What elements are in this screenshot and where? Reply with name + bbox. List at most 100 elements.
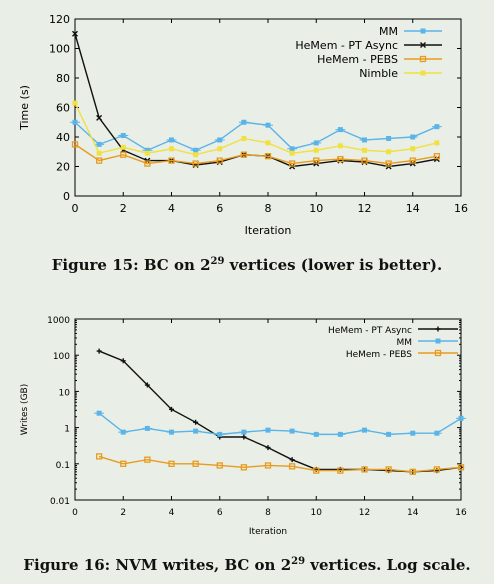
- data-point: [265, 140, 271, 146]
- series-line-3: [74, 102, 438, 156]
- data-point: [120, 144, 126, 150]
- data-point: [313, 147, 319, 153]
- y-tick-label: 120: [49, 13, 70, 26]
- data-point: [120, 151, 127, 158]
- x-axis-label: Iteration: [245, 224, 292, 237]
- data-point: [240, 464, 248, 471]
- data-point: [240, 151, 248, 158]
- data-point: [288, 160, 296, 167]
- x-tick-label: 10: [309, 202, 323, 215]
- data-point: [169, 146, 174, 152]
- x-tick-label: 8: [265, 202, 272, 215]
- figure-16-caption: Figure 16: NVM writes, BC on 229 vertice…: [23, 556, 471, 574]
- y-tick-label: 0.01: [50, 497, 70, 507]
- x-tick-label: 0: [72, 202, 79, 215]
- data-point: [361, 157, 368, 164]
- data-point: [337, 155, 344, 163]
- data-point: [95, 157, 103, 164]
- data-point: [120, 358, 126, 364]
- legend-label: MM: [396, 338, 412, 348]
- legend-marker: [420, 70, 426, 76]
- data-point: [193, 152, 199, 158]
- x-tick-label: 14: [407, 508, 419, 518]
- data-point: [168, 460, 175, 467]
- data-point: [265, 445, 271, 451]
- data-point: [216, 157, 223, 164]
- y-tick-label: 20: [56, 161, 70, 174]
- legend-marker: [419, 55, 427, 63]
- data-point: [289, 150, 295, 156]
- x-tick-label: 8: [265, 508, 271, 518]
- series-line-2: [98, 455, 462, 473]
- x-tick-label: 6: [216, 202, 223, 215]
- y-tick-label: 1000: [47, 316, 70, 326]
- data-point: [95, 453, 103, 460]
- data-point: [385, 466, 392, 473]
- data-point: [264, 462, 272, 469]
- data-point: [193, 419, 199, 425]
- legend-marker: [420, 42, 426, 48]
- plot-frame: [74, 18, 462, 197]
- x-tick-label: 12: [358, 202, 372, 215]
- y-tick-label: 0.1: [56, 461, 70, 471]
- legend-label: HeMem - PEBS: [317, 53, 398, 66]
- data-point: [361, 466, 368, 473]
- data-point: [216, 462, 223, 469]
- data-point: [144, 456, 151, 463]
- data-point: [120, 460, 127, 467]
- data-point: [313, 157, 320, 164]
- y-axis-label: Writes (GB): [20, 384, 30, 435]
- x-tick-label: 16: [455, 508, 467, 518]
- data-point: [362, 147, 367, 153]
- x-axis-label: Iteration: [249, 527, 287, 537]
- figure-15-caption: Figure 15: BC on 229 vertices (lower is …: [51, 256, 443, 274]
- legend-label: HeMem - PT Async: [295, 39, 398, 52]
- legend-label: HeMem - PEBS: [346, 350, 412, 360]
- data-point: [409, 157, 416, 164]
- x-tick-label: 10: [311, 508, 323, 518]
- series-line-1: [98, 412, 462, 436]
- y-tick-label: 80: [56, 72, 70, 85]
- data-point: [169, 406, 174, 412]
- y-tick-label: 60: [56, 102, 70, 115]
- data-point: [96, 150, 102, 156]
- x-tick-label: 4: [169, 508, 175, 518]
- data-point: [409, 468, 416, 475]
- data-point: [217, 146, 223, 152]
- y-tick-label: 100: [49, 43, 70, 56]
- x-tick-label: 6: [217, 508, 223, 518]
- x-tick-label: 4: [168, 202, 175, 215]
- legend-label: MM: [379, 25, 398, 38]
- legend-marker: [435, 326, 441, 332]
- data-point: [72, 30, 78, 37]
- data-point: [434, 140, 440, 146]
- x-tick-label: 0: [72, 508, 78, 518]
- x-tick-label: 16: [454, 202, 468, 215]
- y-tick-label: 100: [53, 352, 70, 362]
- data-point: [337, 467, 344, 474]
- data-point: [313, 467, 320, 474]
- time-line-chart: 0 2 4 6 8 10 12 14 16 0 20 40 60 80 100 120 Iteration Tim…: [18, 13, 468, 237]
- data-point: [71, 141, 79, 148]
- data-point: [385, 160, 392, 167]
- legend-label: HeMem - PT Async: [328, 326, 412, 336]
- x-tick-label: 2: [120, 202, 127, 215]
- series-line-2: [74, 143, 438, 165]
- legend-marker: [434, 349, 442, 357]
- data-point: [192, 160, 199, 167]
- series-line-0: [74, 121, 438, 152]
- data-point: [144, 150, 150, 156]
- data-point: [72, 100, 78, 106]
- data-point: [386, 149, 392, 155]
- data-point: [264, 153, 272, 160]
- data-point: [410, 146, 416, 152]
- legend-label: Nimble: [359, 67, 398, 80]
- data-point: [241, 135, 247, 141]
- writes-log-chart: 0 2 4 6 8 10 12 14 16 0.01 0.1 1 10 100 1000 Iteration W…: [20, 316, 467, 537]
- x-tick-label: 12: [359, 508, 370, 518]
- data-point: [144, 382, 150, 388]
- data-point: [457, 464, 465, 471]
- y-tick-label: 0: [63, 190, 70, 203]
- data-point: [241, 434, 247, 440]
- data-point: [192, 460, 199, 467]
